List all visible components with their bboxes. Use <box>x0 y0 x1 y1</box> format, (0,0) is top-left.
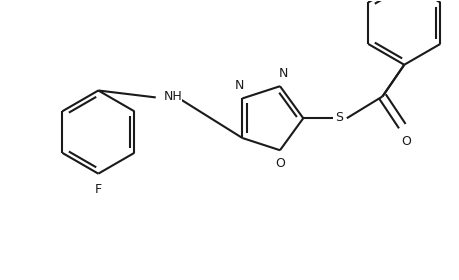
Text: N: N <box>278 67 287 80</box>
Text: S: S <box>334 111 342 124</box>
Text: N: N <box>234 80 244 92</box>
Text: O: O <box>274 157 284 170</box>
Text: NH: NH <box>163 90 182 103</box>
Text: O: O <box>400 135 410 148</box>
Text: F: F <box>95 183 101 195</box>
